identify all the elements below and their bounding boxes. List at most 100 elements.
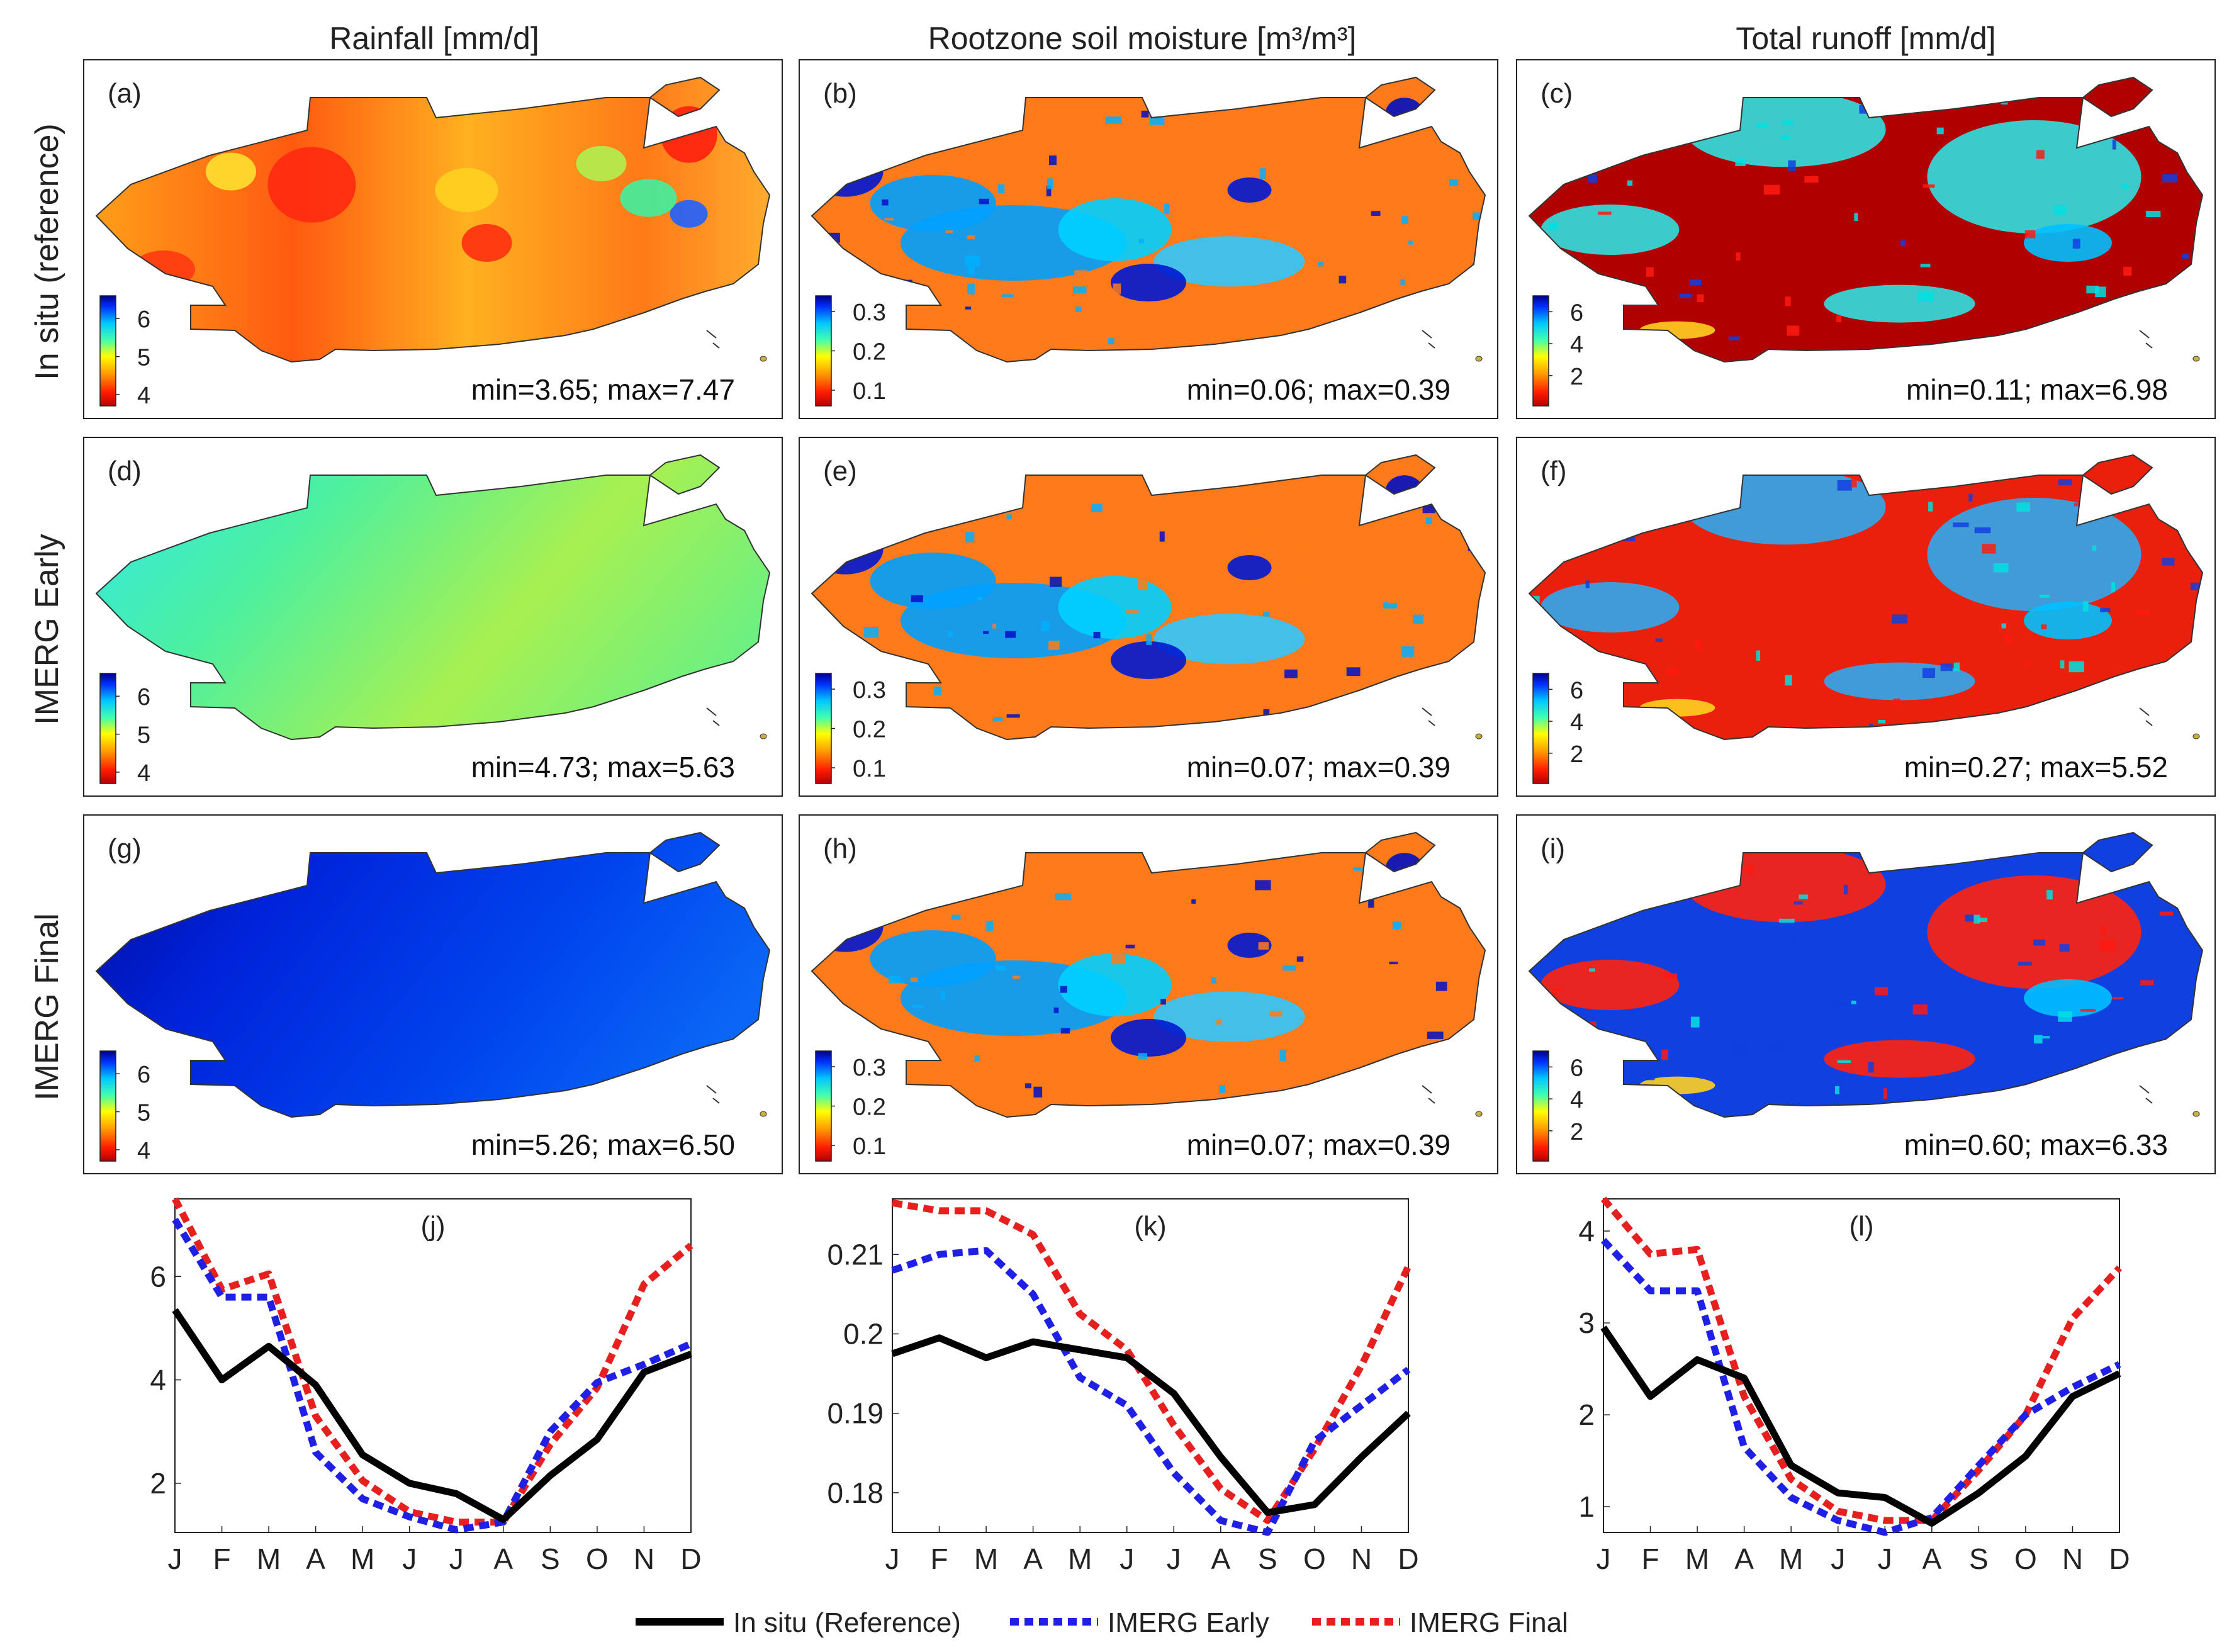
map-patch bbox=[1227, 933, 1272, 958]
colorbar-tick-label: 5 bbox=[137, 345, 150, 371]
map-speckle bbox=[1113, 283, 1121, 295]
map-speckle bbox=[1646, 1072, 1655, 1081]
map-speckle bbox=[1690, 1016, 1700, 1028]
map-patch bbox=[870, 175, 996, 232]
x-tick-label: M bbox=[351, 1542, 374, 1575]
map-speckle bbox=[951, 914, 961, 920]
x-tick-label: M bbox=[257, 1542, 281, 1575]
panel-stats: min=0.27; max=5.52 bbox=[1904, 751, 2168, 784]
chart-label: (j) bbox=[420, 1211, 445, 1242]
x-tick-label: A bbox=[306, 1542, 325, 1575]
map-speckle bbox=[1982, 544, 1996, 554]
map-speckle bbox=[1435, 981, 1447, 991]
map-patch bbox=[1541, 960, 1680, 1010]
map-speckle bbox=[967, 283, 975, 295]
island-outline bbox=[706, 1085, 720, 1104]
map-speckle bbox=[1965, 914, 1974, 922]
map-patch bbox=[206, 152, 256, 191]
map-speckle bbox=[1922, 668, 1936, 678]
island bbox=[1475, 733, 1483, 739]
map-speckle bbox=[1973, 914, 1980, 924]
map-speckle bbox=[1138, 1053, 1148, 1060]
map-speckle bbox=[1307, 130, 1315, 140]
map-speckle bbox=[1781, 135, 1790, 140]
map-speckle bbox=[2182, 254, 2189, 259]
map-speckle bbox=[1922, 184, 1935, 188]
colorbar-tick-label: 4 bbox=[137, 383, 150, 409]
map-speckle bbox=[1735, 159, 1746, 167]
map-speckle bbox=[1191, 899, 1196, 904]
map-patch bbox=[2024, 979, 2112, 1017]
map-speckle bbox=[1739, 867, 1752, 872]
line-insitu bbox=[172, 1308, 692, 1523]
map-patch bbox=[576, 146, 627, 181]
map-speckle bbox=[983, 631, 989, 634]
map-speckle bbox=[1241, 711, 1246, 720]
row-title-final: IMERG Final bbox=[29, 913, 65, 1101]
x-tick-label: J bbox=[1167, 1542, 1181, 1575]
map-speckle bbox=[947, 631, 953, 637]
map-speckle bbox=[2123, 266, 2132, 276]
map-speckle bbox=[2140, 980, 2154, 986]
map-speckle bbox=[1974, 527, 1991, 534]
y-tick-label: 3 bbox=[1578, 1306, 1595, 1339]
map-field bbox=[812, 77, 1485, 362]
map-speckle bbox=[2005, 633, 2012, 643]
panel-stats: min=0.06; max=0.39 bbox=[1187, 373, 1451, 406]
island-outline bbox=[1422, 330, 1435, 349]
map-speckle bbox=[2092, 545, 2097, 551]
map-speckle bbox=[882, 199, 889, 206]
map-speckle bbox=[1883, 1088, 1887, 1099]
map-speckle bbox=[1422, 504, 1435, 514]
map-speckle bbox=[2024, 230, 2036, 239]
x-tick-label: J bbox=[1120, 1542, 1134, 1575]
y-tick-label: 2 bbox=[1578, 1398, 1595, 1431]
map-panel-i: (i) min=0.60; max=6.33 6 4 2 bbox=[1516, 814, 2216, 1174]
map-speckle bbox=[1679, 294, 1692, 298]
map-speckle bbox=[911, 1074, 917, 1082]
map-speckle bbox=[2041, 624, 2047, 629]
map-speckle bbox=[2086, 285, 2099, 294]
map-speckle bbox=[1339, 276, 1347, 284]
island-outline bbox=[706, 330, 720, 349]
colorbar-tick-label: 4 bbox=[137, 760, 150, 787]
island-outline bbox=[706, 707, 720, 726]
x-tick-label: O bbox=[1303, 1542, 1326, 1575]
map-speckle bbox=[965, 256, 980, 267]
map-speckle bbox=[1371, 211, 1381, 216]
map-speckle bbox=[1552, 988, 1564, 991]
x-tick-label: J bbox=[1831, 1542, 1845, 1575]
island-outline bbox=[2139, 1085, 2153, 1104]
colorbar-tick-label: 6 bbox=[137, 306, 150, 333]
map-speckle bbox=[911, 595, 923, 602]
map-speckle bbox=[1055, 893, 1072, 901]
col-title-runoff: Total runoff [mm/d] bbox=[1736, 21, 1995, 56]
map-speckle bbox=[979, 198, 989, 205]
line-insitu bbox=[891, 1334, 1411, 1516]
map-speckle bbox=[1408, 240, 1413, 245]
colorbar-tick-label: 0.2 bbox=[853, 717, 886, 743]
map-speckle bbox=[1049, 576, 1062, 587]
map-speckle bbox=[1125, 945, 1135, 948]
map-patch bbox=[1541, 205, 1680, 255]
y-tick-label: 0.2 bbox=[843, 1318, 884, 1351]
map-speckle bbox=[1060, 986, 1067, 993]
colorbar-tick-label: 0.1 bbox=[853, 378, 886, 405]
map-patch bbox=[1227, 177, 1272, 203]
map-speckle bbox=[1293, 575, 1308, 584]
y-tick-label: 1 bbox=[1578, 1490, 1595, 1523]
y-tick-label: 0.21 bbox=[827, 1238, 884, 1271]
map-speckle bbox=[1041, 621, 1050, 632]
map-speckle bbox=[1893, 699, 1900, 705]
map-speckle bbox=[1048, 641, 1060, 650]
map-speckle bbox=[1296, 956, 1304, 962]
map-speckle bbox=[1953, 662, 1960, 671]
map-speckle bbox=[1836, 315, 1842, 323]
map-speckle bbox=[1006, 514, 1013, 520]
map-speckle bbox=[2016, 502, 2030, 512]
x-tick-label: D bbox=[2109, 1542, 2130, 1575]
map-speckle bbox=[1689, 279, 1702, 286]
map-speckle bbox=[1788, 160, 1796, 171]
